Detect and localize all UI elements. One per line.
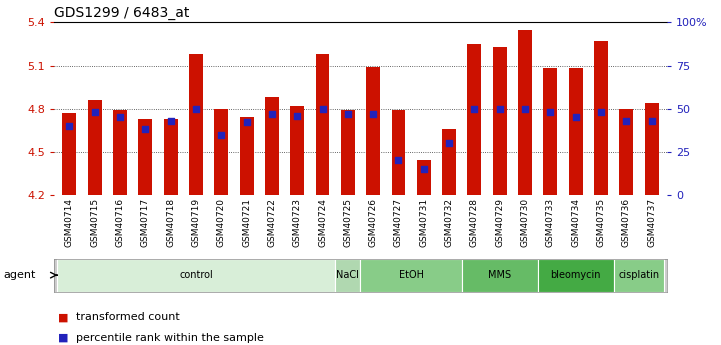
Bar [619, 109, 633, 195]
Point [190, 106, 202, 111]
Bar [291, 106, 304, 195]
Point [63, 123, 75, 129]
Point [596, 109, 607, 115]
Bar [88, 100, 102, 195]
Point [418, 166, 430, 172]
Point [393, 158, 404, 163]
Text: bleomycin: bleomycin [551, 270, 601, 280]
Text: GDS1299 / 6483_at: GDS1299 / 6483_at [54, 6, 190, 20]
Bar [594, 41, 608, 195]
Point [216, 132, 227, 137]
Bar [417, 160, 430, 195]
Point [165, 118, 177, 124]
Bar [442, 129, 456, 195]
Point [544, 109, 556, 115]
Bar [62, 113, 76, 195]
Text: NaCl: NaCl [337, 270, 359, 280]
Text: MMS: MMS [488, 270, 511, 280]
Bar [316, 54, 329, 195]
Point [368, 111, 379, 117]
Bar [239, 117, 254, 195]
Point [89, 109, 100, 115]
Bar [113, 110, 127, 195]
Text: agent: agent [4, 270, 36, 280]
Point [519, 106, 531, 111]
Text: control: control [179, 270, 213, 280]
Point [139, 127, 151, 132]
Bar [544, 68, 557, 195]
Text: percentile rank within the sample: percentile rank within the sample [76, 333, 264, 343]
Bar [265, 97, 279, 195]
Bar [341, 110, 355, 195]
Bar [493, 47, 507, 195]
Point [342, 111, 353, 117]
Point [621, 118, 632, 124]
Bar [392, 110, 405, 195]
Bar [461, 259, 538, 292]
Bar [366, 67, 380, 195]
Bar [335, 259, 360, 292]
Bar [214, 109, 228, 195]
Text: ■: ■ [58, 333, 68, 343]
Bar [645, 103, 659, 195]
Bar [518, 30, 532, 195]
Point [494, 106, 505, 111]
Bar [164, 119, 177, 195]
Point [241, 120, 252, 125]
Point [443, 140, 455, 146]
Bar [569, 68, 583, 195]
Bar [189, 54, 203, 195]
Text: EtOH: EtOH [399, 270, 424, 280]
Point [317, 106, 328, 111]
Point [469, 106, 480, 111]
Text: ■: ■ [58, 313, 68, 322]
Point [266, 111, 278, 117]
Bar [614, 259, 664, 292]
Text: transformed count: transformed count [76, 313, 180, 322]
Bar [467, 44, 482, 195]
Point [570, 115, 582, 120]
Bar [57, 259, 335, 292]
Bar [360, 259, 461, 292]
Point [646, 118, 658, 124]
Text: cisplatin: cisplatin [619, 270, 660, 280]
Point [114, 115, 125, 120]
Bar [538, 259, 614, 292]
Bar [138, 119, 152, 195]
Point [291, 113, 303, 118]
